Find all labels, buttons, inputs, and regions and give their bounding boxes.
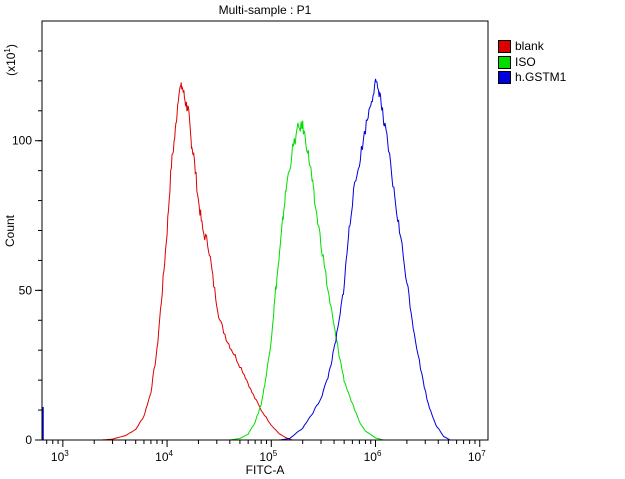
x-axis-label: FITC-A <box>246 463 285 477</box>
series-line-iso <box>229 120 384 441</box>
legend-label-blank: blank <box>515 39 544 53</box>
x-tick-label: 103 <box>51 449 69 464</box>
x-tick-label: 107 <box>468 449 486 464</box>
svg-text:(x101): (x101) <box>3 44 18 76</box>
plot-frame <box>41 20 489 441</box>
legend-item-iso: ISO <box>498 55 536 69</box>
legend-swatch-h-gstm1 <box>498 70 511 84</box>
y-multiplier-exp: 1 <box>3 48 12 53</box>
y-tick-label: 50 <box>19 283 33 297</box>
x-tick-label: 104 <box>155 449 173 464</box>
x-tick-label: 106 <box>364 449 382 464</box>
legend-swatch-iso <box>498 55 511 69</box>
y-axis-label: Count <box>3 214 17 247</box>
legend-label-iso: ISO <box>515 55 536 69</box>
legend-label-h-gstm1: h.GSTM1 <box>515 70 567 84</box>
legend-swatch-blank <box>498 39 511 53</box>
y-multiplier-base: (x10 <box>4 52 18 76</box>
legend-item-h-gstm1: h.GSTM1 <box>498 70 566 84</box>
x-tick-label: 105 <box>259 449 277 464</box>
series-line-blank <box>100 82 293 441</box>
series-layer <box>42 78 451 441</box>
legend-item-blank: blank <box>498 39 544 53</box>
series-line-h-gstm1 <box>279 78 451 441</box>
y-tick-label: 100 <box>12 134 32 148</box>
chart-title: Multi-sample : P1 <box>219 3 312 17</box>
y-tick-label: 0 <box>25 433 32 447</box>
axis-layer: 103 104 105 106 107 0 50 100 <box>12 50 486 464</box>
y-multiplier-label: (x101) <box>3 44 18 76</box>
